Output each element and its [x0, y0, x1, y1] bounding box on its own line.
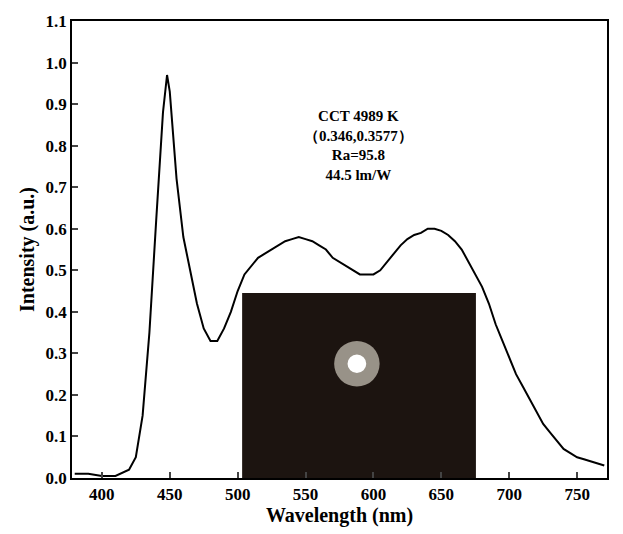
svg-text:0.9: 0.9 — [46, 95, 67, 114]
svg-text:700: 700 — [496, 485, 521, 504]
svg-text:0.4: 0.4 — [46, 303, 68, 322]
svg-text:Intensity (a.u.): Intensity (a.u.) — [16, 187, 39, 312]
svg-text:600: 600 — [361, 485, 387, 504]
svg-text:450: 450 — [157, 485, 183, 504]
svg-text:0.7: 0.7 — [46, 178, 68, 197]
svg-text:750: 750 — [564, 485, 590, 504]
svg-text:400: 400 — [89, 485, 115, 504]
svg-text:0.6: 0.6 — [46, 220, 67, 239]
svg-text:500: 500 — [225, 485, 251, 504]
svg-text:650: 650 — [429, 485, 455, 504]
svg-text:1.1: 1.1 — [46, 12, 67, 31]
svg-text:Wavelength (nm): Wavelength (nm) — [266, 504, 413, 527]
svg-text:CCT 4989 K（0.346,0.3577）Ra=95.: CCT 4989 K（0.346,0.3577）Ra=95.844.5 lm/W — [304, 108, 413, 183]
svg-text:0.0: 0.0 — [46, 469, 67, 488]
svg-text:0.5: 0.5 — [46, 261, 67, 280]
svg-text:550: 550 — [293, 485, 319, 504]
svg-text:0.3: 0.3 — [46, 344, 67, 363]
svg-text:1.0: 1.0 — [46, 54, 67, 73]
svg-text:0.2: 0.2 — [46, 386, 67, 405]
svg-text:0.1: 0.1 — [46, 427, 67, 446]
svg-text:0.8: 0.8 — [46, 137, 67, 156]
